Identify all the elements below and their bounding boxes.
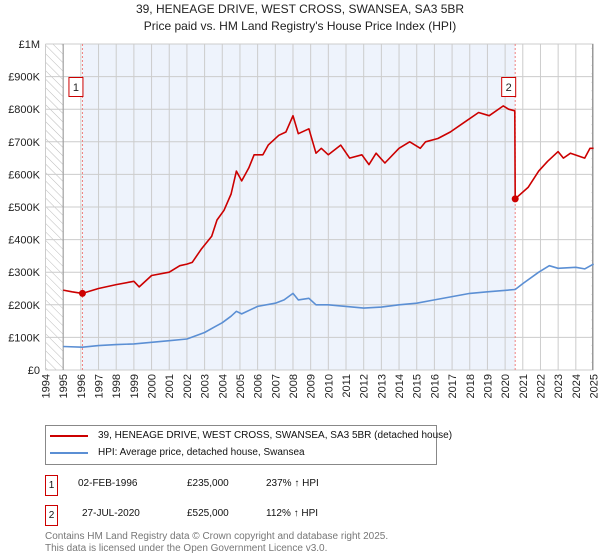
y-tick-label: £900K [8,72,40,84]
y-tick-label: £600K [8,169,40,181]
transaction-hpi: 112% ↑ HPI [266,508,319,519]
x-tick-label: 2016 [429,374,441,398]
chart-title: 39, HENEAGE DRIVE, WEST CROSS, SWANSEA, … [135,2,465,16]
legend-line-red [50,435,88,437]
y-tick-label: £200K [8,300,40,312]
x-tick-label: 2013 [376,374,388,398]
x-tick-label: 2017 [447,374,459,398]
legend: 39, HENEAGE DRIVE, WEST CROSS, SWANSEA, … [45,425,452,465]
transaction-date: 27-JUL-2020 [82,508,140,519]
x-tick-label: 2022 [535,374,547,398]
y-tick-label: £400K [8,235,40,247]
x-tick-label: 2014 [394,374,406,398]
y-tick-label: £700K [8,137,40,149]
x-tick-label: 2018 [465,374,477,398]
annotation-box [68,77,84,97]
y-tick-label: £1M [19,39,40,51]
y-tick-label: £800K [8,104,40,116]
x-tick-label: 2020 [500,374,512,398]
x-tick-label: 1997 [94,374,106,398]
x-tick-label: 2008 [288,374,300,398]
x-tick-label: 2012 [359,374,371,398]
y-tick-label: £100K [8,332,40,344]
x-tick-label: 2019 [482,374,494,398]
annotation-label: 1 [73,82,79,94]
x-tick-label: 1996 [76,374,88,398]
legend-item-hpi: HPI: Average price, detached house, Swan… [50,447,305,459]
x-tick-label: 2004 [217,374,229,398]
transaction-row: 2 27-JUL-2020 £525,000 112% ↑ HPI [45,505,445,526]
y-tick-label: £500K [8,202,40,214]
x-tick-label: 2006 [253,374,265,398]
y-tick-label: £300K [8,267,40,279]
legend-label-property: 39, HENEAGE DRIVE, WEST CROSS, SWANSEA, … [98,430,453,441]
transaction-price: £235,000 [187,478,229,489]
annotation-label: 2 [506,82,512,94]
transaction-price: £525,000 [187,508,229,519]
x-tick-label: 2010 [323,374,335,398]
x-tick-label: 2009 [306,374,318,398]
legend-item-property: 39, HENEAGE DRIVE, WEST CROSS, SWANSEA, … [50,430,452,442]
x-tick-label: 2000 [147,374,159,398]
transaction-row: 1 02-FEB-1996 £235,000 237% ↑ HPI [45,475,445,496]
x-tick-label: 2002 [182,374,194,398]
legend-label-hpi: HPI: Average price, detached house, Swan… [98,447,305,458]
chart: 1994 1995 1996 1997 1998 1999 2000 2001 2002 2003… [8,39,600,398]
x-tick-label: 2005 [235,374,247,398]
property-price-line [63,105,594,295]
transaction-marker: 2 [45,505,58,526]
sale-point [78,289,86,297]
x-tick-label: 2011 [341,374,353,398]
legend-line-blue [50,452,88,454]
x-tick-label: 2023 [553,374,565,398]
x-tick-label: 2025 [589,374,600,398]
x-tick-label: 1999 [129,374,141,398]
transaction-hpi: 237% ↑ HPI [266,478,319,489]
x-tick-label: 2024 [571,374,583,398]
transaction-marker: 1 [45,475,58,496]
x-tick-label: 2003 [200,374,212,398]
x-tick-label: 1994 [41,374,53,398]
x-tick-label: 1998 [111,374,123,398]
x-tick-label: 2021 [518,374,530,398]
sale-point [511,195,519,203]
footer-licence: This data is licensed under the Open Gov… [45,543,328,554]
x-tick-label: 2001 [164,374,176,398]
hpi-line [63,263,594,348]
transaction-date: 02-FEB-1996 [78,478,138,489]
y-tick-label: £0 [28,365,40,377]
x-tick-label: 1995 [58,374,70,398]
x-tick-label: 2007 [270,374,282,398]
chart-subtitle: Price paid vs. HM Land Registry's House … [143,19,457,33]
annotation-box [501,77,517,97]
x-tick-label: 2015 [412,374,424,398]
footer-copyright: Contains HM Land Registry data © Crown c… [45,531,389,542]
